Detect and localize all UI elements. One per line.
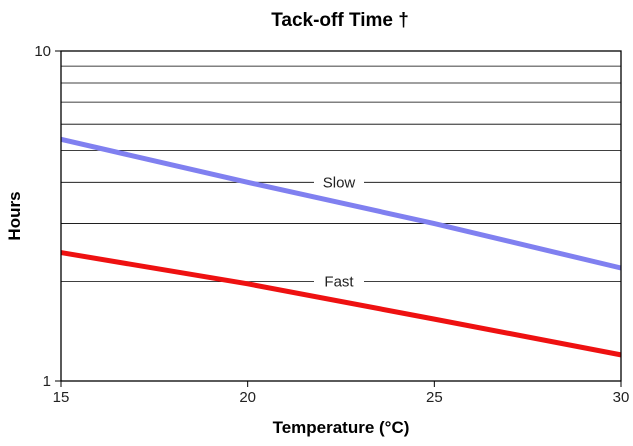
series-label-fast: Fast [324,274,354,291]
plot-frame [60,50,622,382]
series-line-slow [60,136,622,271]
series-lines: Slow Fast [60,136,622,358]
x-tick-label: 25 [426,389,443,406]
series-label-bg [314,172,364,193]
x-axis-label: Temperature (°C) [273,418,410,437]
chart-title: Tack-off Time † [271,10,409,31]
y-axis-label: Hours [5,191,24,240]
series-line-fast [60,250,622,358]
x-tick-label: 20 [239,389,256,406]
y-tick-label: 1 [43,373,51,390]
x-tick-label: 30 [613,389,630,406]
series-label-bg [314,271,364,292]
x-tick-label: 15 [53,389,70,406]
x-axis-ticks: 15 20 25 30 [53,381,630,406]
y-axis-ticks: 1 10 [34,43,61,390]
y-tick-label: 10 [34,43,51,60]
series-label-slow: Slow [323,174,356,191]
